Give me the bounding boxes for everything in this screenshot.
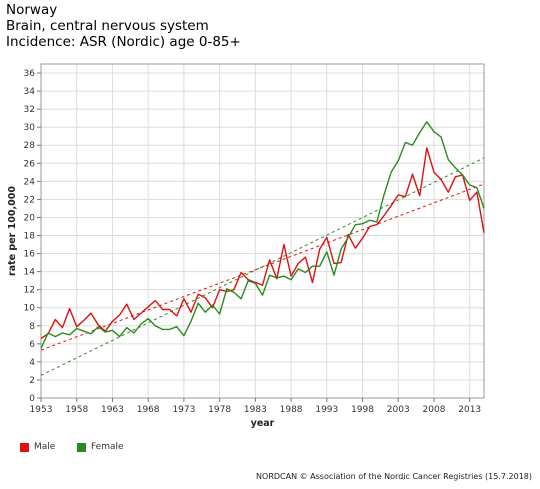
legend-label-male: Male <box>34 442 56 452</box>
x-axis-label: year <box>251 418 275 429</box>
x-tick-label: 1968 <box>137 405 160 415</box>
y-tick-label: 26 <box>24 159 36 169</box>
x-tick-label: 1973 <box>172 405 195 415</box>
y-tick-label: 10 <box>24 304 36 314</box>
x-tick-label: 1998 <box>351 405 374 415</box>
legend-item-male: Male <box>20 442 55 452</box>
title-measure: Incidence: ASR (Nordic) age 0-85+ <box>6 34 241 50</box>
x-tick-label: 1993 <box>315 405 338 415</box>
legend-swatch-male <box>20 442 29 452</box>
series-line-female <box>40 121 485 349</box>
x-tick-label: 1953 <box>30 405 53 415</box>
x-tick-label: 1963 <box>101 405 124 415</box>
y-tick-label: 34 <box>24 87 36 97</box>
y-tick-label: 30 <box>24 123 36 133</box>
y-tick-label: 12 <box>24 286 35 296</box>
x-tick-label: 2003 <box>387 405 410 415</box>
series-group <box>40 121 485 376</box>
y-tick-label: 6 <box>29 340 35 350</box>
title-site: Brain, central nervous system <box>6 18 209 34</box>
x-tick-label: 1988 <box>280 405 303 415</box>
legend-swatch-female <box>77 442 86 452</box>
x-tick-label: 1983 <box>244 405 267 415</box>
y-tick-label: 0 <box>29 394 35 404</box>
chart-titles: Norway Brain, central nervous system Inc… <box>6 2 241 50</box>
x-tick-label: 2013 <box>458 405 481 415</box>
x-tick-label: 1978 <box>208 405 231 415</box>
legend-label-female: Female <box>91 442 124 452</box>
y-tick-label: 2 <box>29 376 35 386</box>
y-tick-label: 24 <box>24 177 36 187</box>
plot-area <box>40 63 485 399</box>
x-tick-label: 1958 <box>65 405 88 415</box>
y-tick-label: 14 <box>24 268 36 278</box>
y-tick-label: 20 <box>24 213 36 223</box>
y-tick-label: 32 <box>24 105 35 115</box>
legend-item-female: Female <box>77 442 124 452</box>
y-axis-label: rate per 100,000 <box>7 186 18 276</box>
y-tick-label: 16 <box>24 250 36 260</box>
y-tick-label: 8 <box>29 322 35 332</box>
y-tick-label: 22 <box>24 195 35 205</box>
x-tick-label: 2008 <box>423 405 446 415</box>
y-tick-label: 36 <box>24 69 36 79</box>
x-axis: 1953 1958 1963 1968 1973 1978 1983 1988 1993 1998… <box>30 398 481 415</box>
source-credit: NORDCAN © Association of the Nordic Canc… <box>256 472 532 481</box>
y-tick-label: 28 <box>24 141 36 151</box>
y-tick-label: 18 <box>24 232 36 242</box>
y-tick-label: 4 <box>29 358 35 368</box>
series-line-male <box>40 147 485 339</box>
grid <box>40 64 484 399</box>
trend-line-female <box>40 157 485 376</box>
title-country: Norway <box>6 2 58 18</box>
